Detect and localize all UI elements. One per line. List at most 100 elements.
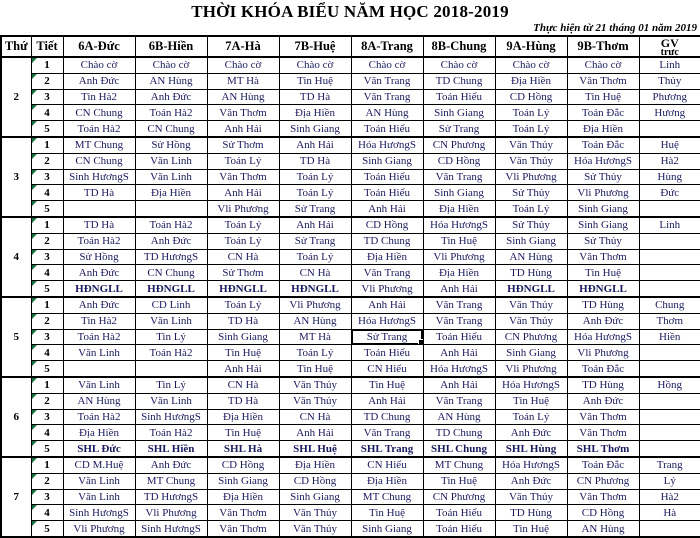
subject-cell[interactable]: Sinh HươngS bbox=[135, 409, 207, 425]
subject-cell[interactable]: Địa Hiền bbox=[207, 409, 279, 425]
subject-cell[interactable]: Tin Huệ bbox=[351, 505, 423, 521]
subject-cell[interactable]: Sử Trang bbox=[279, 201, 351, 217]
gv-cell[interactable]: Phương bbox=[639, 89, 700, 105]
subject-cell[interactable]: CN Hà bbox=[279, 265, 351, 281]
subject-cell[interactable]: Sinh Giang bbox=[351, 153, 423, 169]
gv-cell[interactable]: Trang bbox=[639, 457, 700, 473]
subject-cell[interactable]: Anh Đức bbox=[63, 265, 135, 281]
header-period[interactable]: Tiết bbox=[31, 36, 63, 57]
subject-cell[interactable]: Tin Huệ bbox=[279, 73, 351, 89]
subject-cell[interactable]: Địa Hiền bbox=[279, 105, 351, 121]
subject-cell[interactable]: SHL Đức bbox=[63, 441, 135, 457]
subject-cell[interactable]: TD Hà bbox=[63, 217, 135, 233]
subject-cell[interactable]: Văn Trang bbox=[351, 89, 423, 105]
subject-cell[interactable]: Văn Linh bbox=[135, 153, 207, 169]
subject-cell[interactable]: Sử Trang bbox=[279, 233, 351, 249]
subject-cell[interactable]: TD Hùng bbox=[567, 377, 639, 393]
subject-cell[interactable]: Văn Linh bbox=[135, 169, 207, 185]
subject-cell[interactable]: TD Hùng bbox=[495, 505, 567, 521]
subject-cell[interactable]: Anh Hải bbox=[423, 281, 495, 297]
subject-cell[interactable]: Toán Đắc bbox=[567, 105, 639, 121]
subject-cell[interactable]: Văn Thơm bbox=[567, 73, 639, 89]
period-number-cell[interactable]: 1 bbox=[31, 137, 63, 153]
day-number-cell[interactable]: 7 bbox=[1, 457, 31, 537]
header-class-6a-đức[interactable]: 6A-Đức bbox=[63, 36, 135, 57]
gv-cell[interactable]: Linh bbox=[639, 217, 700, 233]
subject-cell[interactable]: Sử Thủy bbox=[495, 185, 567, 201]
subject-cell[interactable]: Anh Hải bbox=[279, 137, 351, 153]
subject-cell[interactable]: Văn Linh bbox=[63, 377, 135, 393]
subject-cell[interactable]: Tin Hà2 bbox=[63, 313, 135, 329]
subject-cell[interactable]: Sinh HươngS bbox=[63, 169, 135, 185]
gv-cell[interactable]: Hà2 bbox=[639, 153, 700, 169]
subject-cell[interactable]: MT Hà bbox=[279, 329, 351, 345]
subject-cell[interactable]: Toán Hiếu bbox=[423, 521, 495, 537]
period-number-cell[interactable]: 5 bbox=[31, 521, 63, 537]
subject-cell[interactable]: AN Hùng bbox=[279, 313, 351, 329]
subject-cell[interactable]: Văn Thơm bbox=[567, 489, 639, 505]
subject-cell[interactable]: Anh Đức bbox=[135, 233, 207, 249]
gv-cell[interactable] bbox=[639, 393, 700, 409]
subject-cell[interactable]: Sinh Giang bbox=[495, 233, 567, 249]
period-number-cell[interactable]: 1 bbox=[31, 217, 63, 233]
subject-cell[interactable]: AN Hùng bbox=[207, 89, 279, 105]
gv-cell[interactable] bbox=[639, 265, 700, 281]
subject-cell[interactable]: Địa Hiền bbox=[567, 121, 639, 137]
gv-cell[interactable]: Hương bbox=[639, 105, 700, 121]
subject-cell[interactable]: Toán Lý bbox=[495, 201, 567, 217]
subject-cell[interactable]: Toán Đắc bbox=[567, 361, 639, 377]
subject-cell[interactable]: CD Hồng bbox=[423, 153, 495, 169]
period-number-cell[interactable]: 4 bbox=[31, 185, 63, 201]
subject-cell[interactable]: HĐNGLL bbox=[207, 281, 279, 297]
subject-cell[interactable]: Hóa HươngS bbox=[567, 153, 639, 169]
gv-cell[interactable]: Đức bbox=[639, 185, 700, 201]
subject-cell[interactable]: Sinh Giang bbox=[423, 105, 495, 121]
subject-cell[interactable]: Chào cờ bbox=[135, 57, 207, 73]
subject-cell[interactable]: Anh Hải bbox=[207, 361, 279, 377]
subject-cell[interactable]: CD Hồng bbox=[567, 505, 639, 521]
subject-cell[interactable]: Tin Huệ bbox=[495, 521, 567, 537]
gv-cell[interactable]: Thủy bbox=[639, 73, 700, 89]
subject-cell[interactable]: CN Phương bbox=[567, 473, 639, 489]
subject-cell[interactable]: Anh Hải bbox=[423, 345, 495, 361]
subject-cell[interactable]: Văn Thơm bbox=[207, 505, 279, 521]
period-number-cell[interactable]: 2 bbox=[31, 393, 63, 409]
subject-cell[interactable]: Hóa HươngS bbox=[351, 313, 423, 329]
subject-cell[interactable]: Văn Linh bbox=[63, 489, 135, 505]
subject-cell[interactable]: Toán Lý bbox=[207, 153, 279, 169]
subject-cell[interactable]: Anh Đức bbox=[567, 393, 639, 409]
subject-cell[interactable]: Sử Thủy bbox=[567, 233, 639, 249]
period-number-cell[interactable]: 3 bbox=[31, 329, 63, 345]
period-number-cell[interactable]: 5 bbox=[31, 201, 63, 217]
subject-cell[interactable]: Văn Thủy bbox=[279, 393, 351, 409]
gv-cell[interactable]: Hà2 bbox=[639, 489, 700, 505]
gv-cell[interactable] bbox=[639, 281, 700, 297]
period-number-cell[interactable]: 5 bbox=[31, 441, 63, 457]
subject-cell[interactable]: Tin Hà2 bbox=[63, 89, 135, 105]
subject-cell[interactable]: Anh Hải bbox=[279, 425, 351, 441]
gv-cell[interactable]: Hà bbox=[639, 505, 700, 521]
subject-cell[interactable]: Toán Lý bbox=[279, 249, 351, 265]
subject-cell[interactable]: Chào cờ bbox=[351, 57, 423, 73]
header-class-7a-hà[interactable]: 7A-Hà bbox=[207, 36, 279, 57]
period-number-cell[interactable]: 2 bbox=[31, 153, 63, 169]
subject-cell[interactable]: Địa Hiền bbox=[351, 473, 423, 489]
subject-cell[interactable]: TD Hà bbox=[279, 89, 351, 105]
subject-cell[interactable]: Địa Hiền bbox=[423, 201, 495, 217]
subject-cell[interactable]: Văn Thủy bbox=[279, 521, 351, 537]
subject-cell[interactable]: SHL Huệ bbox=[279, 441, 351, 457]
subject-cell[interactable]: AN Hùng bbox=[351, 105, 423, 121]
subject-cell[interactable]: CN Chung bbox=[63, 105, 135, 121]
subject-cell[interactable]: Văn Linh bbox=[63, 345, 135, 361]
subject-cell[interactable]: Anh Đức bbox=[495, 425, 567, 441]
subject-cell[interactable]: CN Hiếu bbox=[351, 361, 423, 377]
subject-cell[interactable]: Sử Thủy bbox=[567, 169, 639, 185]
subject-cell[interactable]: Văn Thủy bbox=[495, 137, 567, 153]
period-number-cell[interactable]: 5 bbox=[31, 121, 63, 137]
subject-cell[interactable]: Chào cờ bbox=[495, 57, 567, 73]
subject-cell[interactable]: MT Hà bbox=[207, 73, 279, 89]
header-class-7b-huệ[interactable]: 7B-Huệ bbox=[279, 36, 351, 57]
subject-cell[interactable]: Văn Thủy bbox=[279, 377, 351, 393]
subject-cell[interactable] bbox=[63, 361, 135, 377]
subject-cell[interactable]: Tin Huệ bbox=[567, 265, 639, 281]
